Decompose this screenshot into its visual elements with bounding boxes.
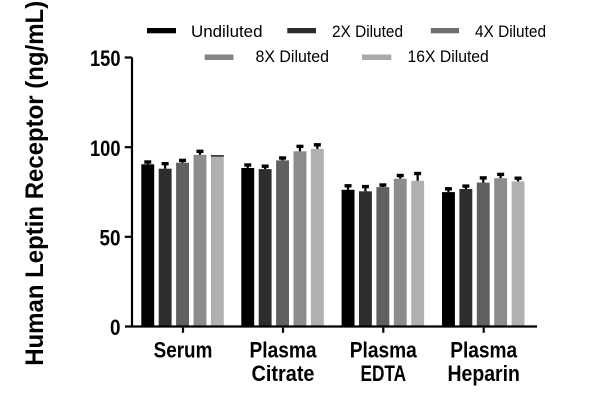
- svg-text:Heparin: Heparin: [447, 361, 520, 386]
- svg-text:150: 150: [90, 46, 121, 71]
- svg-text:Plasma: Plasma: [350, 338, 418, 363]
- svg-text:2X Diluted: 2X Diluted: [332, 22, 403, 41]
- svg-text:Serum: Serum: [154, 338, 213, 363]
- svg-text:50: 50: [100, 226, 121, 251]
- svg-text:Plasma: Plasma: [250, 338, 318, 363]
- svg-text:100: 100: [90, 136, 121, 161]
- svg-text:8X Diluted: 8X Diluted: [256, 47, 330, 66]
- svg-text:EDTA: EDTA: [360, 361, 406, 386]
- svg-text:Plasma: Plasma: [450, 338, 518, 363]
- svg-text:0: 0: [110, 315, 121, 340]
- svg-text:Human Leptin Receptor (ng/mL): Human Leptin Receptor (ng/mL): [21, 1, 49, 366]
- svg-text:Citrate: Citrate: [252, 361, 315, 386]
- svg-text:Undiluted: Undiluted: [191, 22, 263, 41]
- svg-text:4X Diluted: 4X Diluted: [475, 22, 546, 41]
- svg-text:16X Diluted: 16X Diluted: [408, 47, 489, 66]
